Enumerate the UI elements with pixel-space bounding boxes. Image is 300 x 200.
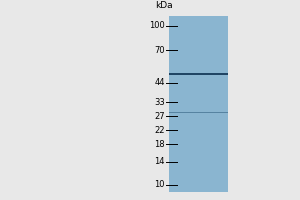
Text: 70: 70 — [154, 46, 165, 55]
Text: 44: 44 — [154, 78, 165, 87]
Bar — [169, 16, 228, 192]
Text: 18: 18 — [154, 140, 165, 149]
Text: 22: 22 — [154, 126, 165, 135]
Text: 14: 14 — [154, 157, 165, 166]
Text: 100: 100 — [149, 21, 165, 30]
Text: 33: 33 — [154, 98, 165, 107]
Text: 10: 10 — [154, 180, 165, 189]
Bar — [169, 73, 228, 75]
Text: kDa: kDa — [155, 1, 172, 10]
Bar — [169, 112, 228, 113]
Text: 27: 27 — [154, 112, 165, 121]
